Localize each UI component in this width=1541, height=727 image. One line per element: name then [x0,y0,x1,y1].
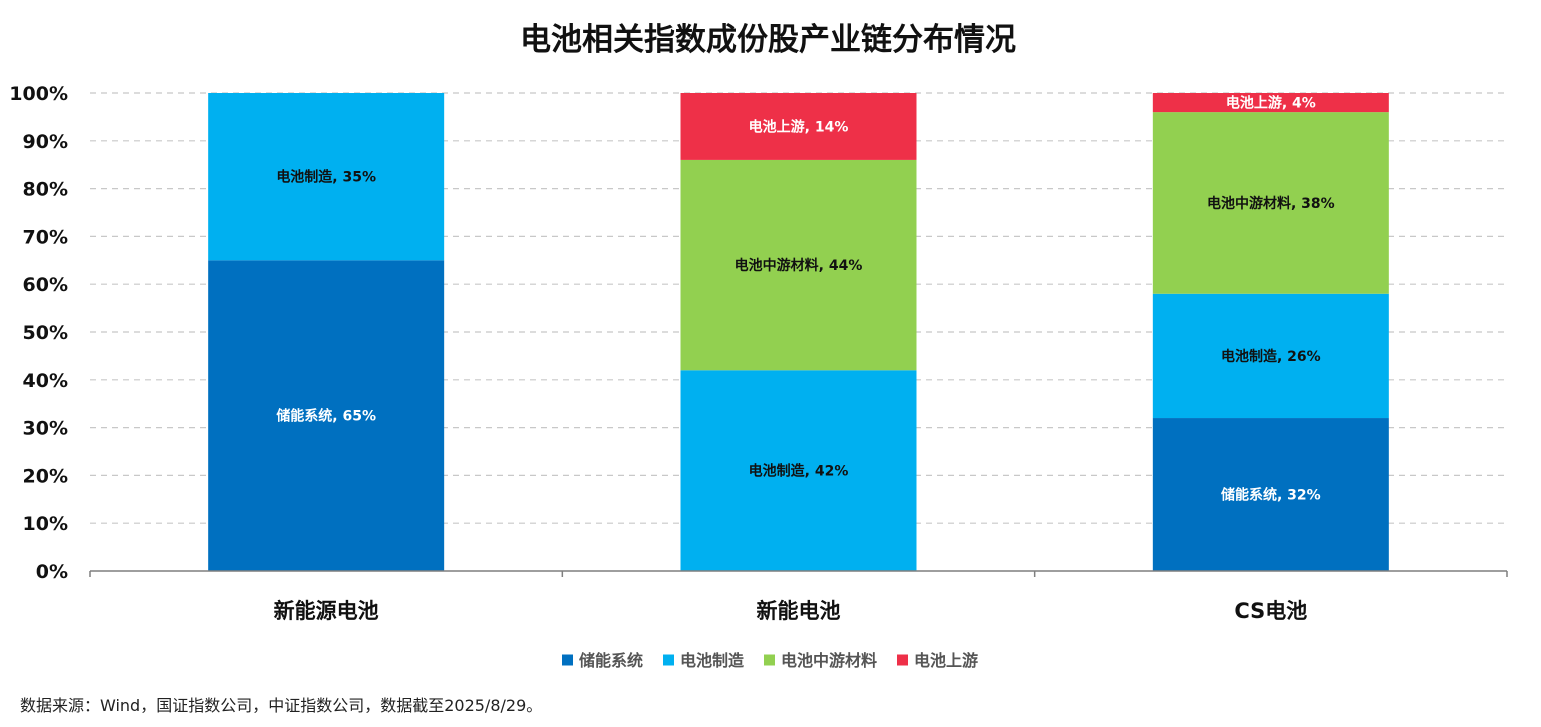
bar-segment [680,370,917,571]
legend-swatch [764,654,775,666]
y-axis: 0% 10% 20% 30% 40% 50% 60% 70% 80% 90% 100% [9,83,68,583]
y-tick-label: 20% [23,465,68,487]
source-note: 数据来源：Wind，国证指数公司，中证指数公司，数据截至2025/8/29。 [20,696,543,715]
data-label: 电池中游材料, 44% [735,257,863,274]
data-label: 电池上游, 4% [1226,95,1316,112]
x-tick-label: CS电池 [1234,599,1307,623]
data-label: 电池中游材料, 38% [1207,195,1335,212]
legend-label: 电池制造 [680,651,745,670]
legend-swatch [897,654,908,666]
legend-label: 储能系统 [578,651,643,670]
y-tick-label: 50% [23,322,68,344]
data-label: 电池制造, 35% [276,169,376,186]
bars: 储能系统, 65% 电池制造, 35% 电池制造, 42% 电池中游材料, 44% 电池… [208,93,1389,571]
chart-title: 电池相关指数成份股产业链分布情况 [520,22,1016,58]
legend: 储能系统 电池制造 电池中游材料 电池上游 [562,651,978,670]
data-label: 储能系统, 65% [275,408,376,425]
y-tick-label: 0% [36,561,68,583]
data-label: 电池上游, 14% [749,118,849,135]
y-tick-label: 90% [23,131,68,153]
x-tick-label: 新能电池 [757,599,841,623]
bar-segment [1152,112,1389,294]
data-label: 电池制造, 42% [749,463,849,480]
bar-segment [680,93,917,160]
data-label: 电池制造, 26% [1221,348,1321,365]
y-tick-label: 60% [23,274,68,296]
y-tick-label: 100% [9,83,68,105]
legend-swatch [663,654,674,666]
y-tick-label: 70% [23,226,68,248]
x-tick-label: 新能源电池 [274,599,379,623]
bar-segment [1152,293,1389,419]
legend-label: 电池中游材料 [781,651,877,670]
bar-segment [208,260,445,571]
y-tick-label: 30% [23,418,68,440]
bar-segment [1152,418,1389,571]
y-tick-label: 40% [23,370,68,392]
bar-segment [1152,93,1389,113]
bar-segment [680,159,917,371]
bar-segment [208,93,445,261]
legend-swatch [562,654,573,666]
y-tick-label: 10% [23,513,68,535]
x-axis: 新能源电池 新能电池 CS电池 [89,570,1508,623]
data-label: 储能系统, 32% [1220,487,1321,504]
y-tick-label: 80% [23,179,68,201]
legend-label: 电池上游 [914,651,978,670]
